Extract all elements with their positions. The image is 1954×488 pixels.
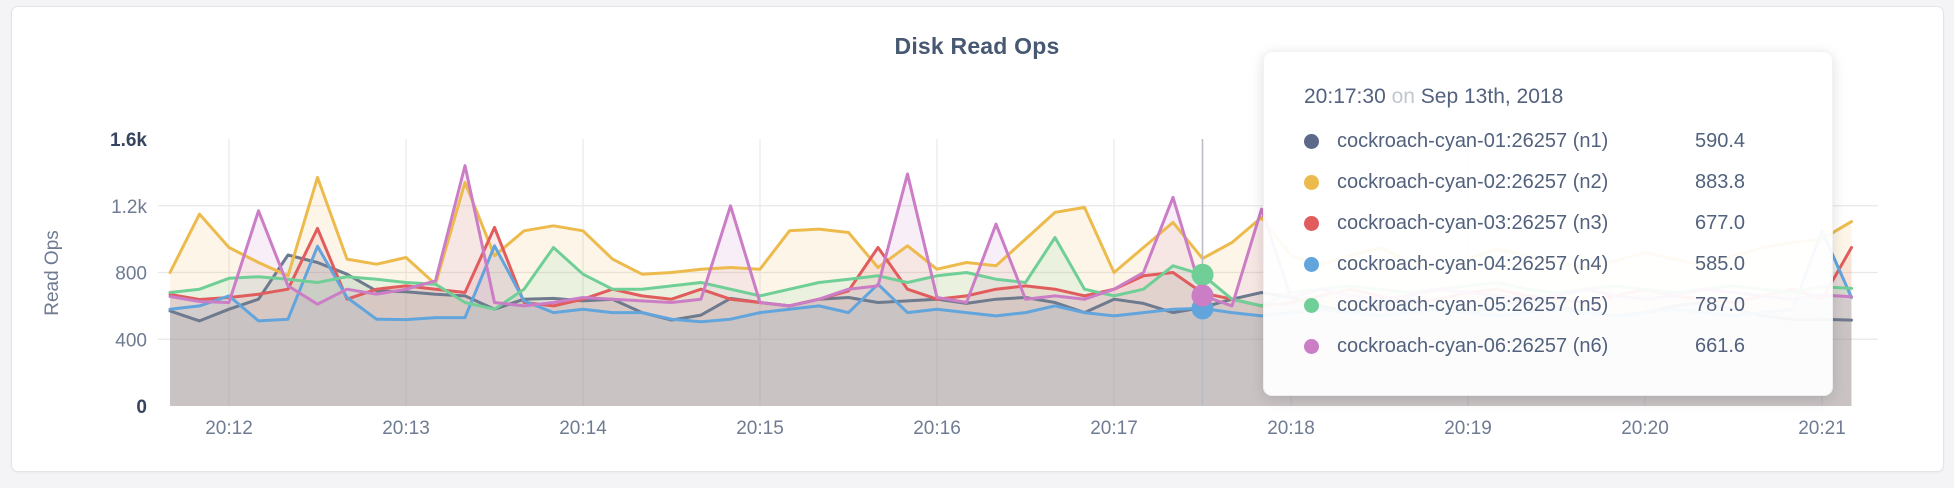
x-tick-20:21: 20:21 — [1798, 418, 1846, 439]
x-tick-20:12: 20:12 — [205, 418, 253, 439]
tooltip-date: Sep 13th, 2018 — [1420, 85, 1564, 108]
tooltip-series-value: 585.0 — [1695, 253, 1746, 275]
tooltip-series-value: 677.0 — [1695, 212, 1746, 234]
tooltip-time: 20:17:30 — [1304, 85, 1386, 108]
x-tick-20:17: 20:17 — [1090, 418, 1138, 439]
tooltip-series-row: cockroach-cyan-02:26257 (n2) 883.8 — [1304, 162, 1792, 203]
hover-dot-n6[interactable] — [1191, 284, 1214, 307]
y-tick-800: 800 — [115, 264, 147, 285]
y-tick-0: 0 — [136, 397, 147, 418]
y-tick-1.6k: 1.6k — [110, 130, 147, 151]
x-tick-20:13: 20:13 — [382, 418, 430, 439]
tooltip-series-value: 590.4 — [1695, 130, 1746, 152]
y-axis-label: Read Ops — [42, 230, 63, 316]
series-color-dot-icon — [1304, 339, 1319, 354]
tooltip-series-row: cockroach-cyan-01:26257 (n1) 590.4 — [1304, 121, 1792, 162]
tooltip-series-name: cockroach-cyan-05:26257 (n5) — [1337, 294, 1609, 316]
x-tick-20:19: 20:19 — [1444, 418, 1492, 439]
tooltip-series-value: 883.8 — [1695, 171, 1746, 193]
series-color-dot-icon — [1304, 298, 1319, 313]
tooltip-series-name: cockroach-cyan-02:26257 (n2) — [1337, 171, 1609, 193]
chart-tooltip: 20:17:30 on Sep 13th, 2018 cockroach-cya… — [1263, 51, 1833, 396]
tooltip-series-row: cockroach-cyan-06:26257 (n6) 661.6 — [1304, 326, 1792, 367]
series-color-dot-icon — [1304, 175, 1319, 190]
x-tick-20:14: 20:14 — [559, 418, 607, 439]
tooltip-series-row: cockroach-cyan-04:26257 (n4) 585.0 — [1304, 244, 1792, 285]
tooltip-series-name: cockroach-cyan-01:26257 (n1) — [1337, 130, 1609, 152]
chart-title: Disk Read Ops — [894, 33, 1060, 59]
tooltip-series-value: 787.0 — [1695, 294, 1746, 316]
tooltip-timestamp: 20:17:30 on Sep 13th, 2018 — [1304, 85, 1792, 109]
x-tick-20:15: 20:15 — [736, 418, 784, 439]
series-color-dot-icon — [1304, 134, 1319, 149]
tooltip-series-name: cockroach-cyan-06:26257 (n6) — [1337, 335, 1609, 357]
y-tick-400: 400 — [115, 330, 147, 351]
y-tick-1.2k: 1.2k — [111, 197, 147, 218]
hover-dot-n5[interactable] — [1191, 263, 1214, 286]
x-tick-20:16: 20:16 — [913, 418, 961, 439]
tooltip-series-list: cockroach-cyan-01:26257 (n1) 590.4 cockroa… — [1304, 121, 1792, 367]
series-color-dot-icon — [1304, 257, 1319, 272]
tooltip-on-word: on — [1391, 85, 1415, 108]
x-tick-20:20: 20:20 — [1621, 418, 1669, 439]
tooltip-series-name: cockroach-cyan-03:26257 (n3) — [1337, 212, 1609, 234]
tooltip-series-row: cockroach-cyan-05:26257 (n5) 787.0 — [1304, 285, 1792, 326]
tooltip-series-row: cockroach-cyan-03:26257 (n3) 677.0 — [1304, 203, 1792, 244]
x-tick-20:18: 20:18 — [1267, 418, 1315, 439]
tooltip-series-name: cockroach-cyan-04:26257 (n4) — [1337, 253, 1609, 275]
tooltip-series-value: 661.6 — [1695, 335, 1746, 357]
series-color-dot-icon — [1304, 216, 1319, 231]
